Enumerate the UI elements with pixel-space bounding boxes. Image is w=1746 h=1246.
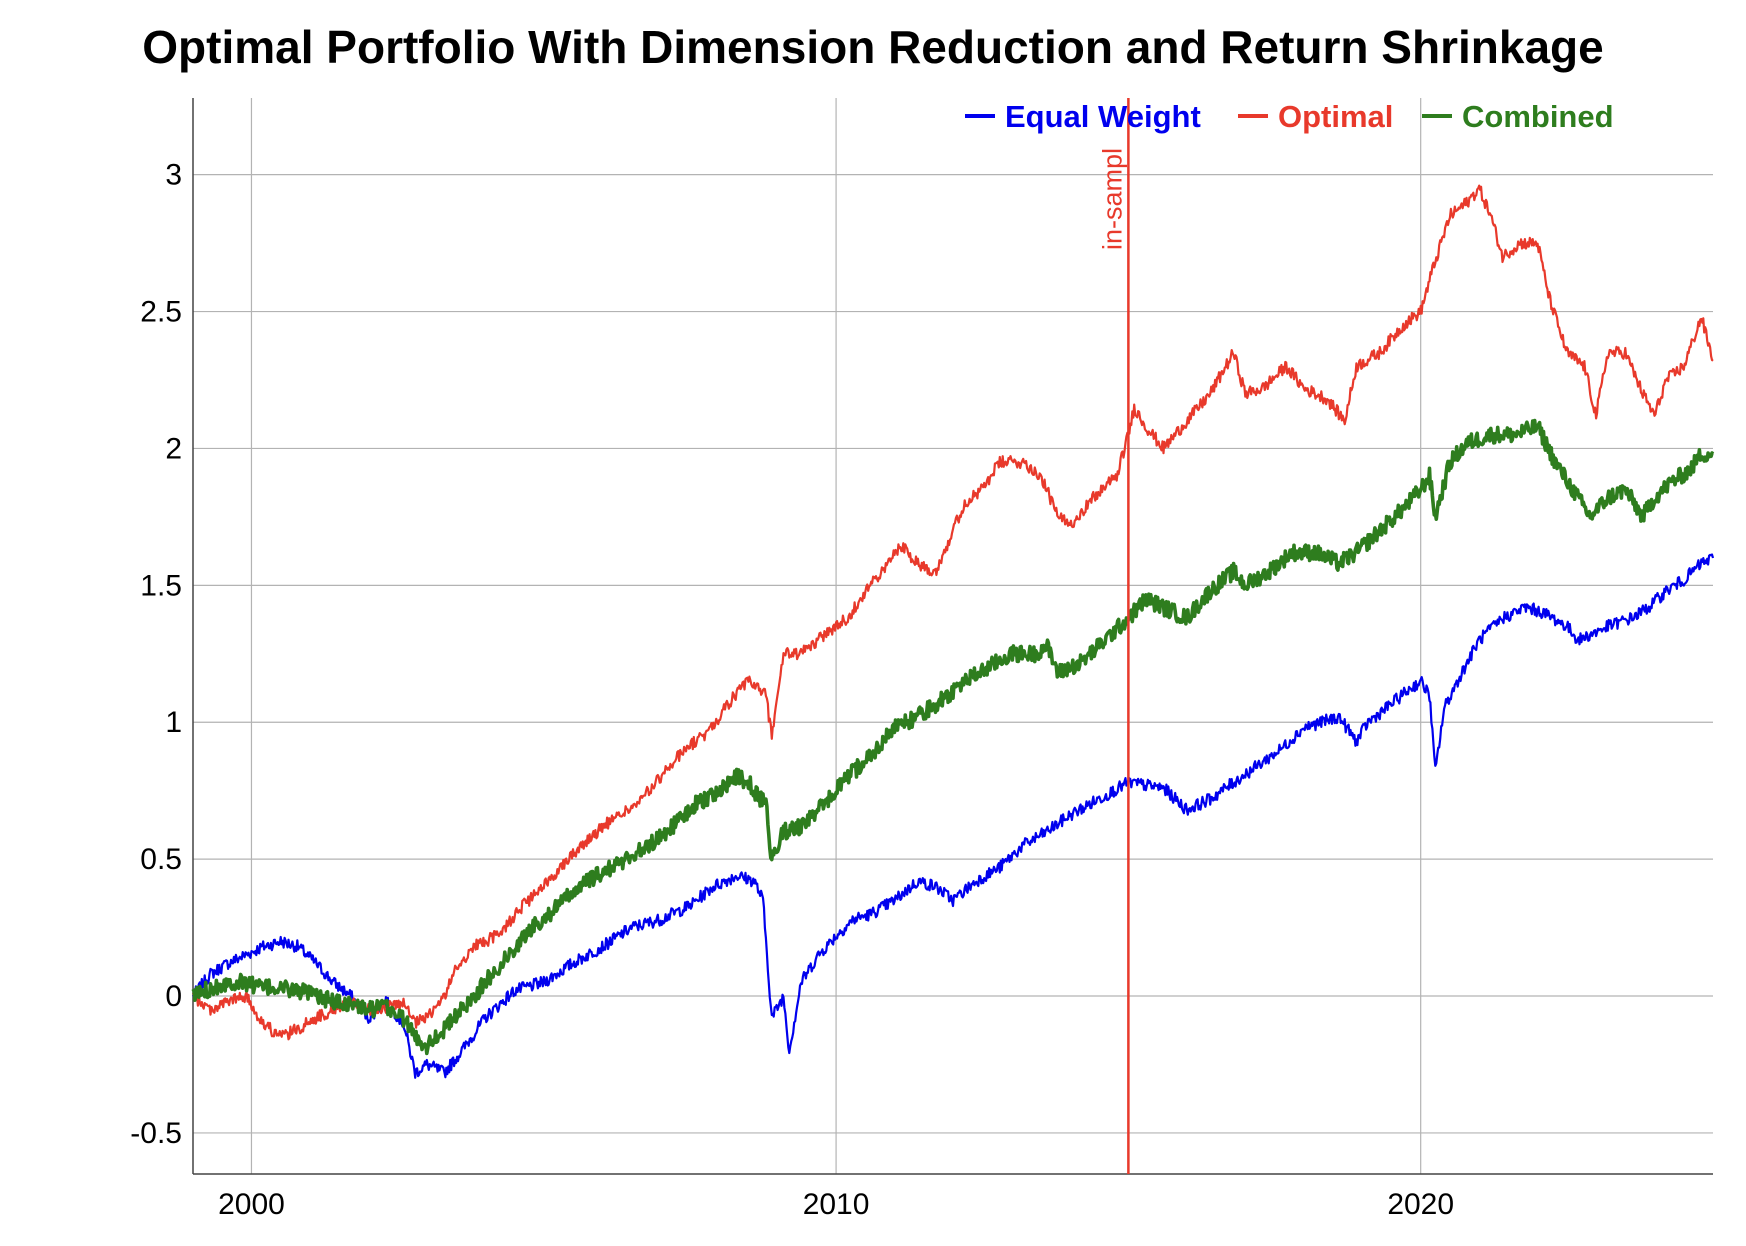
chart-title: Optimal Portfolio With Dimension Reducti…: [142, 21, 1604, 73]
y-tick-label: -0.5: [130, 1117, 182, 1150]
legend: Equal Weight Optimal Combined: [965, 99, 1614, 134]
y-tick-label: 1.5: [140, 569, 182, 602]
series-line-combined: [191, 418, 1715, 1056]
series-layer: [191, 184, 1715, 1079]
series-line-optimal: [191, 184, 1714, 1041]
y-tick-label: 1: [165, 706, 182, 739]
y-tick-label: 2: [165, 432, 182, 465]
x-tick-label: 2010: [803, 1188, 870, 1221]
legend-label-equal-weight: Equal Weight: [1005, 99, 1201, 134]
annotation-layer: in-sampl: [1097, 98, 1130, 1174]
x-tick-label: 2000: [218, 1188, 285, 1221]
y-tick-label: 0.5: [140, 843, 182, 876]
y-tick-label: 3: [165, 159, 182, 192]
legend-label-combined: Combined: [1462, 99, 1614, 134]
grid-layer: [193, 98, 1713, 1174]
y-tick-label: 0: [165, 980, 182, 1013]
axis-layer: -0.5 0 0.5 1 1.5 2 2.5 3 2000 2010 2020: [130, 98, 1713, 1221]
series-line-equal-weight: [191, 553, 1715, 1079]
legend-label-optimal: Optimal: [1278, 99, 1393, 134]
x-tick-label: 2020: [1387, 1188, 1454, 1221]
in-sample-label: in-sampl: [1097, 148, 1127, 250]
y-tick-label: 2.5: [140, 296, 182, 329]
